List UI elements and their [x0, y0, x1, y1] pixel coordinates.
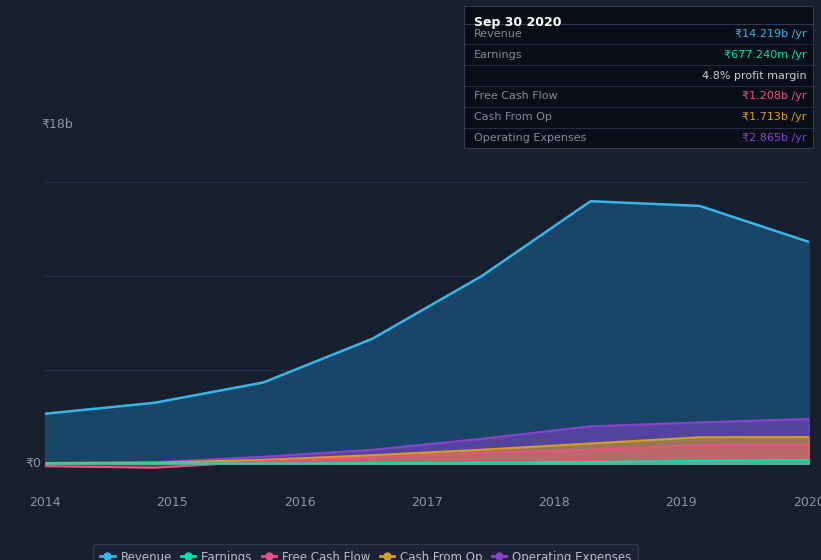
Text: ₹0: ₹0: [25, 458, 41, 470]
Text: ₹18b: ₹18b: [41, 118, 73, 131]
Text: ₹2.865b /yr: ₹2.865b /yr: [741, 133, 806, 143]
Text: Sep 30 2020: Sep 30 2020: [474, 16, 562, 29]
Text: ₹1.713b /yr: ₹1.713b /yr: [742, 112, 806, 122]
Text: Revenue: Revenue: [474, 29, 522, 39]
Text: 4.8% profit margin: 4.8% profit margin: [702, 71, 806, 81]
Text: ₹677.240m /yr: ₹677.240m /yr: [723, 50, 806, 60]
Text: Earnings: Earnings: [474, 50, 522, 60]
Legend: Revenue, Earnings, Free Cash Flow, Cash From Op, Operating Expenses: Revenue, Earnings, Free Cash Flow, Cash …: [94, 544, 639, 560]
Text: ₹14.219b /yr: ₹14.219b /yr: [735, 29, 806, 39]
Text: Operating Expenses: Operating Expenses: [474, 133, 586, 143]
Text: ₹1.208b /yr: ₹1.208b /yr: [741, 91, 806, 101]
Text: Free Cash Flow: Free Cash Flow: [474, 91, 557, 101]
Text: Cash From Op: Cash From Op: [474, 112, 552, 122]
